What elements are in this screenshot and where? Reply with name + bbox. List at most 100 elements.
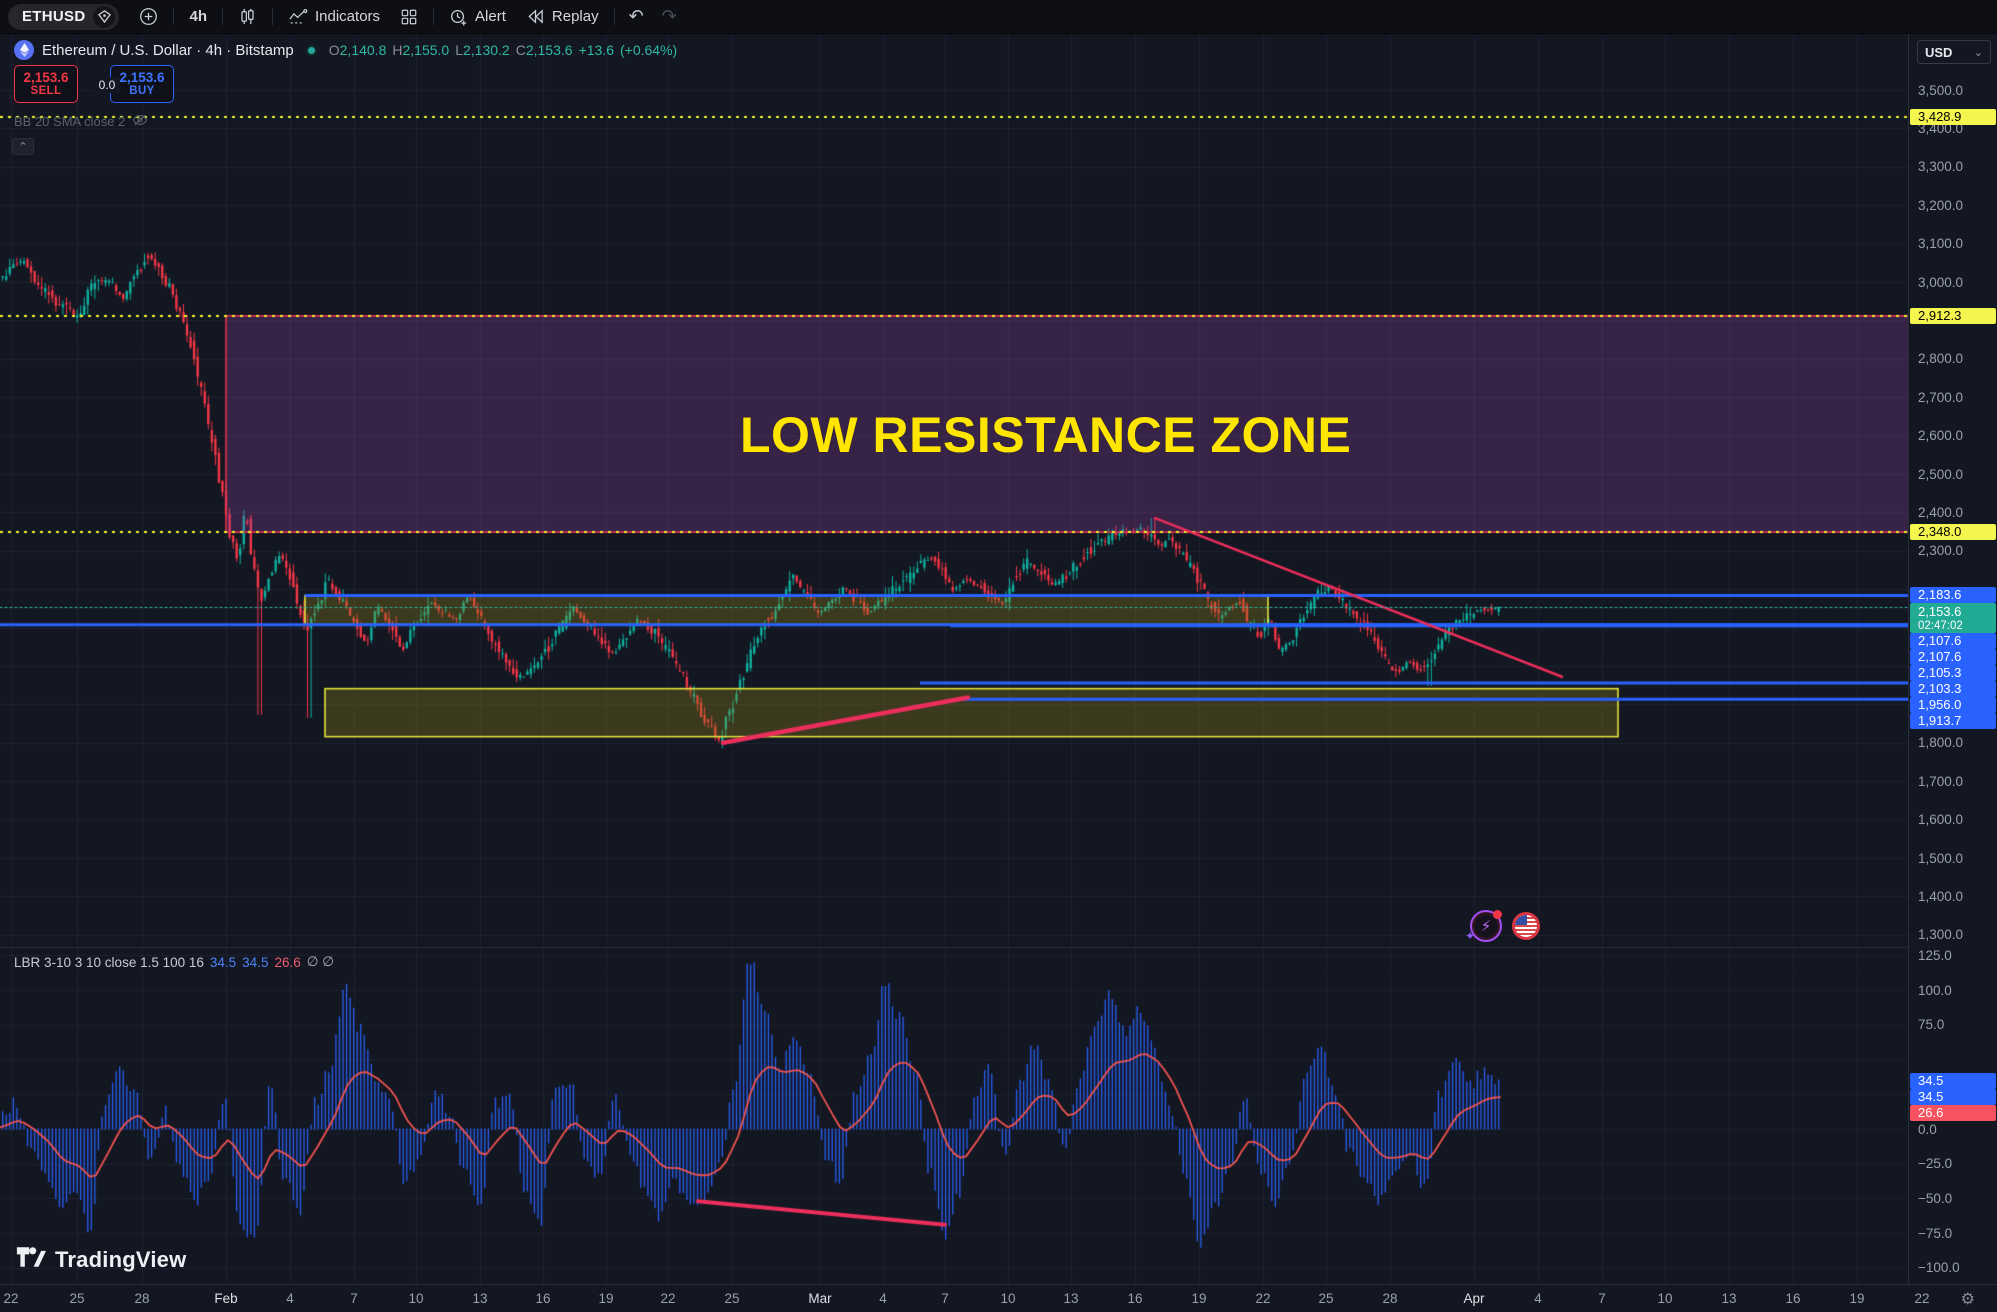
price-axis-label: 75.0 [1918, 1017, 1945, 1033]
toolbar-divider [173, 8, 175, 25]
time-axis-label: 4 [879, 1291, 887, 1306]
indicators-icon [288, 7, 308, 26]
chart-type-button[interactable] [228, 3, 267, 31]
bb-indicator-row: BB 20 SMA close 2 [14, 113, 148, 130]
layout-grid-button[interactable] [390, 3, 428, 31]
price-axis-label: 1,300.0 [1918, 927, 1964, 943]
buy-button[interactable]: 2,153.6 BUY [110, 65, 174, 103]
lbr-value-1: 34.5 [209, 954, 237, 970]
price-marker-label: 1,956.0 [1910, 697, 1996, 714]
indicators-button[interactable]: Indicators [278, 3, 390, 31]
time-axis-label: 28 [1382, 1291, 1398, 1306]
symbol-search-button[interactable]: ETHUSD [8, 3, 120, 30]
market-status-dot[interactable] [305, 44, 317, 56]
price-axis-label: 1,700.0 [1918, 773, 1964, 789]
low-resistance-zone-label[interactable]: LOW RESISTANCE ZONE [740, 407, 1352, 463]
sell-button[interactable]: 2,153.6 SELL [14, 65, 78, 103]
time-axis-label: 4 [286, 1291, 294, 1306]
time-axis-label: 10 [408, 1291, 424, 1306]
price-axis-label: −75.0 [1918, 1225, 1953, 1241]
indicators-label: Indicators [315, 8, 381, 25]
redo-button[interactable]: ↷ [661, 6, 677, 26]
price-axis-label: 1,400.0 [1918, 888, 1964, 904]
price-marker-label: 26.6 [1910, 1105, 1996, 1122]
symbol-title[interactable]: Ethereum / U.S. Dollar · 4h · Bitstamp [42, 41, 294, 59]
chevron-down-icon: ⌄ [1973, 46, 1983, 59]
lbr-value-2: 34.5 [242, 954, 269, 970]
lbr-indicator-label: LBR 3-10 3 10 close 1.5 100 16 [14, 954, 204, 970]
time-axis-label: 16 [1785, 1291, 1801, 1306]
price-marker-label: 2,107.6 [1910, 633, 1996, 650]
price-axis[interactable]: USD ⌄ 3,500.0 3,400.0 3,300.0 3,200.0 3,100.… [1908, 0, 1997, 1312]
toolbar-divider [613, 8, 615, 25]
time-axis-label: 19 [598, 1291, 614, 1306]
top-toolbar: ETHUSD 4h Indicators [0, 0, 1997, 34]
price-axis-label: 2,600.0 [1918, 428, 1964, 444]
price-marker-label: 2,183.6 [1910, 587, 1996, 604]
interval-label: 4h [189, 8, 207, 25]
buy-label: BUY [129, 85, 155, 98]
price-axis-label: 1,500.0 [1918, 850, 1964, 866]
plus-circle-icon [139, 7, 158, 26]
gear-icon[interactable]: ⚙ [1960, 1291, 1975, 1308]
price-axis-label: 2,700.0 [1918, 389, 1964, 405]
price-axis-label: 3,100.0 [1918, 236, 1964, 252]
price-marker-label: 2,103.3 [1910, 681, 1996, 698]
price-marker-label: 2,348.0 [1910, 524, 1996, 541]
time-axis-label: 16 [1127, 1291, 1143, 1306]
time-axis-label: 22 [1255, 1291, 1271, 1306]
price-axis-label: 2,300.0 [1918, 543, 1964, 559]
price-marker-label: 3,428.9 [1910, 109, 1996, 126]
us-flag-icon[interactable] [1512, 912, 1540, 940]
compare-add-button[interactable] [129, 3, 168, 31]
spread-value: 0.0 [94, 77, 120, 93]
time-axis-label: 4 [1534, 1291, 1542, 1306]
time-axis-label: Apr [1463, 1291, 1485, 1306]
time-axis-label: 25 [69, 1291, 85, 1306]
replay-label: Replay [551, 8, 599, 25]
time-axis[interactable]: 22 25 28 Feb 4 7 10 13 16 19 22 25 Mar 4 7 10 13 16 19 22 25… [0, 1284, 1997, 1312]
alarm-clock-icon [449, 7, 468, 26]
price-axis-label: 2,800.0 [1918, 351, 1964, 367]
alert-button[interactable]: Alert [439, 3, 516, 31]
eye-off-icon[interactable] [132, 113, 148, 130]
price-marker-label: 34.5 [1910, 1073, 1996, 1090]
floating-icons: ⚡ ✦ [1465, 910, 1540, 943]
price-marker-label: 2,912.3 [1910, 307, 1996, 324]
ethereum-logo-icon [14, 40, 34, 60]
time-axis-label: 28 [134, 1291, 150, 1306]
symbol-name: ETHUSD [22, 8, 86, 25]
time-axis-label: 7 [350, 1291, 358, 1306]
price-axis-label: −25.0 [1918, 1156, 1953, 1172]
tradingview-watermark[interactable]: TradingView [16, 1246, 186, 1273]
candlestick-icon [238, 7, 257, 26]
price-axis-label: 0.0 [1918, 1121, 1937, 1137]
toolbar-divider [222, 8, 223, 25]
time-axis-label: Mar [808, 1291, 832, 1306]
ohlc-values: O2,140.8 H2,155.0 L2,130.2 C2,153.6 +13.6 (+0… [328, 41, 678, 58]
price-axis-label: 1,600.0 [1918, 812, 1964, 828]
price-axis-label: 125.0 [1918, 947, 1952, 963]
price-axis-label: 3,500.0 [1918, 82, 1964, 98]
time-axis-label: 10 [1657, 1291, 1673, 1306]
currency-label: USD [1925, 44, 1953, 60]
legend-collapse-button[interactable]: ⌃ [12, 138, 34, 155]
grid-layout-icon [400, 8, 418, 26]
interval-button[interactable]: 4h [179, 3, 217, 31]
price-marker-label: 1,913.7 [1910, 713, 1996, 730]
price-axis-label: −100.0 [1918, 1260, 1960, 1276]
change-percent: (+0.64%) [620, 41, 678, 58]
time-axis-label: 13 [1063, 1291, 1079, 1306]
lbr-indicator-row[interactable]: LBR 3-10 3 10 close 1.5 100 16 34.5 34.5… [14, 954, 334, 970]
time-axis-label: 7 [941, 1291, 949, 1306]
bb-indicator-label[interactable]: BB 20 SMA close 2 [14, 114, 126, 129]
sparkle-lightning-icon[interactable]: ⚡ ✦ [1465, 910, 1502, 943]
replay-button[interactable]: Replay [516, 3, 609, 31]
currency-dropdown[interactable]: USD ⌄ [1917, 40, 1991, 64]
price-axis-label: 3,300.0 [1918, 159, 1964, 175]
lbr-value-3: 26.6 [274, 954, 301, 970]
undo-button[interactable]: ↶ [628, 6, 644, 26]
price-marker-label: 2,153.6 02:47:02 [1910, 603, 1996, 634]
